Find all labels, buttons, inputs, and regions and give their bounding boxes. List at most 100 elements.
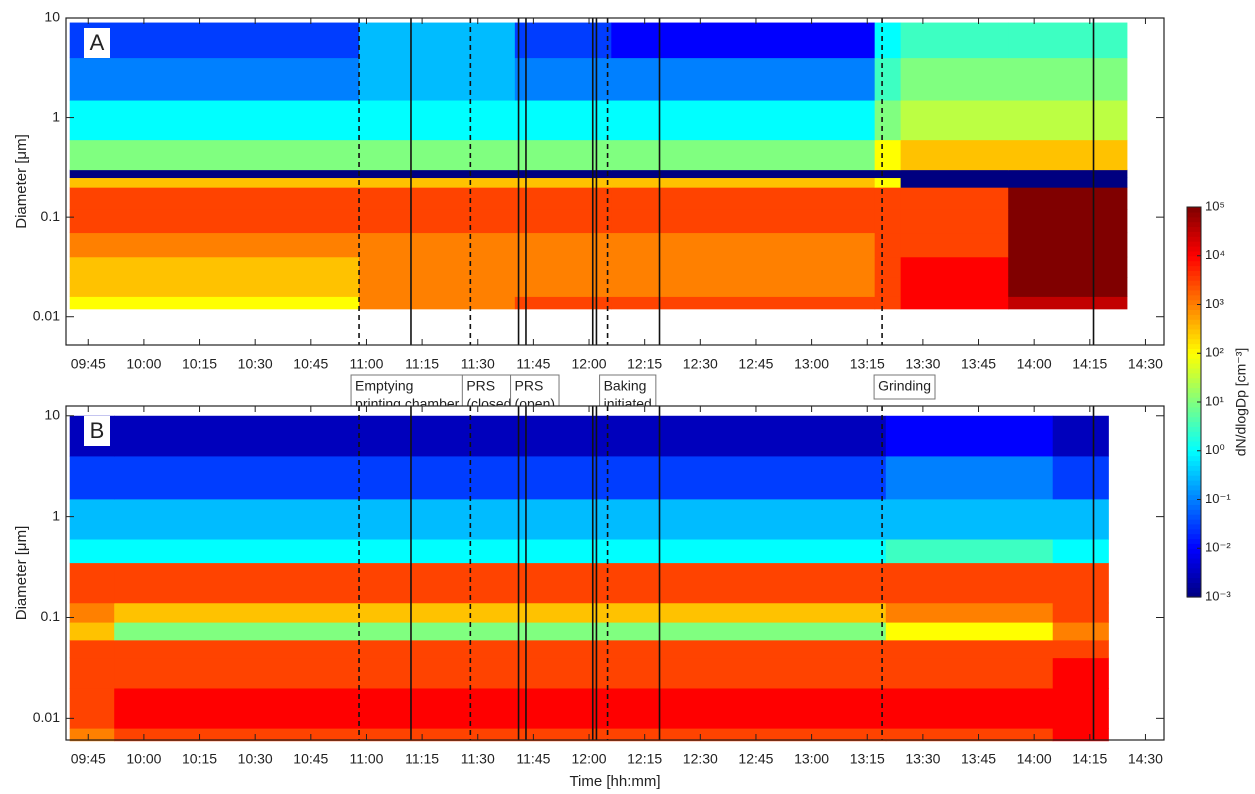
colorbar-tick-label: 10⁴: [1205, 247, 1225, 262]
heat-cell: [69, 539, 115, 564]
heat-cell: [611, 139, 876, 171]
heat-cell: [359, 22, 516, 59]
x-tick-label: 12:15: [627, 356, 662, 372]
heat-cell: [514, 296, 612, 310]
heat-cell: [69, 602, 115, 623]
heat-cell: [359, 296, 516, 310]
heat-cell: [114, 602, 887, 623]
colorbar-step: [1187, 489, 1201, 496]
heat-cell: [611, 177, 876, 188]
x-tick-label: 09:45: [71, 356, 106, 372]
colorbar-tick-label: 10⁵: [1205, 198, 1225, 213]
x-tick-label: 14:00: [1017, 356, 1052, 372]
annotation-text: Baking: [604, 378, 647, 394]
heat-cell: [874, 100, 902, 141]
colorbar-step: [1187, 460, 1201, 466]
colorbar-step: [1187, 221, 1201, 228]
heat-cell: [1052, 415, 1109, 457]
heat-cell: [900, 277, 1009, 297]
heat-cell: [114, 455, 887, 500]
heat-cell: [874, 139, 902, 171]
colorbar-step: [1187, 436, 1201, 442]
heat-cell: [1052, 728, 1109, 742]
colorbar-tick-label: 10⁻¹: [1205, 491, 1231, 506]
heat-cell: [874, 209, 902, 234]
heat-cell: [69, 657, 115, 689]
heat-cell: [69, 728, 115, 742]
x-tick-label: 10:15: [182, 751, 217, 767]
x-tick-label: 14:15: [1072, 356, 1107, 372]
colorbar-step: [1187, 397, 1201, 403]
heat-cell: [885, 602, 1054, 623]
panel-label-box: [84, 416, 110, 446]
colorbar-step: [1187, 358, 1201, 364]
x-tick-label: 12:15: [627, 751, 662, 767]
heat-cell: [874, 256, 902, 278]
colorbar-step: [1187, 470, 1201, 476]
heat-cell: [1008, 232, 1128, 258]
colorbar-step: [1187, 538, 1201, 544]
colorbar-step: [1187, 533, 1201, 540]
heat-cell: [69, 57, 360, 101]
annotation: Grinding: [873, 374, 936, 400]
colorbar-step: [1187, 450, 1201, 457]
x-tick-label: 10:00: [126, 356, 161, 372]
heat-cell: [1008, 57, 1128, 101]
colorbar-step: [1187, 348, 1201, 354]
heat-cell: [69, 177, 360, 188]
colorbar-step: [1187, 338, 1201, 345]
annotation-text: Grinding: [878, 378, 931, 394]
heat-cell: [1008, 277, 1128, 297]
colorbar-step: [1187, 333, 1201, 340]
colorbar-step: [1187, 294, 1201, 301]
heat-cell: [359, 57, 516, 101]
heat-cell: [1008, 22, 1128, 59]
colorbar-step: [1187, 275, 1201, 281]
heat-cell: [900, 139, 1009, 171]
heat-cell: [885, 687, 1054, 729]
heat-cell: [69, 562, 115, 604]
heat-cell: [1008, 187, 1128, 210]
colorbar-step: [1187, 558, 1201, 564]
colorbar-step: [1187, 265, 1201, 271]
colorbar-label: dN/dlogDp [cm⁻³]: [1233, 348, 1249, 457]
x-tick-label: 14:30: [1128, 751, 1163, 767]
colorbar-step: [1187, 255, 1201, 262]
heat-cell: [1008, 100, 1128, 141]
heat-cell: [69, 277, 360, 297]
y-axis-label: Diameter [μm]: [13, 134, 30, 229]
heat-cell: [611, 296, 876, 310]
colorbar-step: [1187, 392, 1201, 398]
x-tick-label: 14:15: [1072, 751, 1107, 767]
colorbar-step: [1187, 402, 1201, 408]
colorbar-step: [1187, 504, 1201, 510]
heat-cell: [1052, 562, 1109, 604]
y-axis-label: Diameter [μm]: [13, 526, 30, 621]
heat-cell: [514, 187, 612, 210]
heat-cell: [900, 187, 1009, 210]
heat-cell: [69, 687, 115, 729]
heat-cell: [611, 277, 876, 297]
heat-cell: [514, 100, 612, 141]
colorbar-step: [1187, 592, 1201, 598]
heat-cell: [514, 169, 612, 179]
heat-cell: [611, 22, 876, 59]
heat-cell: [900, 296, 1009, 310]
colorbar-step: [1187, 289, 1201, 296]
heat-cell: [1008, 209, 1128, 234]
x-tick-label: 13:45: [961, 751, 996, 767]
colorbar-step: [1187, 324, 1201, 330]
heat-cell: [69, 187, 360, 210]
heat-cell: [359, 232, 516, 258]
heat-cell: [114, 562, 887, 604]
heat-cell: [114, 728, 887, 742]
colorbar-step: [1187, 382, 1201, 388]
heat-cell: [69, 100, 360, 141]
colorbar-tick-label: 10⁻²: [1205, 540, 1231, 555]
heat-cell: [885, 455, 1054, 500]
x-tick-label: 13:45: [961, 356, 996, 372]
heat-cell: [874, 169, 902, 179]
colorbar-step: [1187, 211, 1201, 218]
heat-cell: [114, 539, 887, 564]
colorbar-step: [1187, 372, 1201, 379]
